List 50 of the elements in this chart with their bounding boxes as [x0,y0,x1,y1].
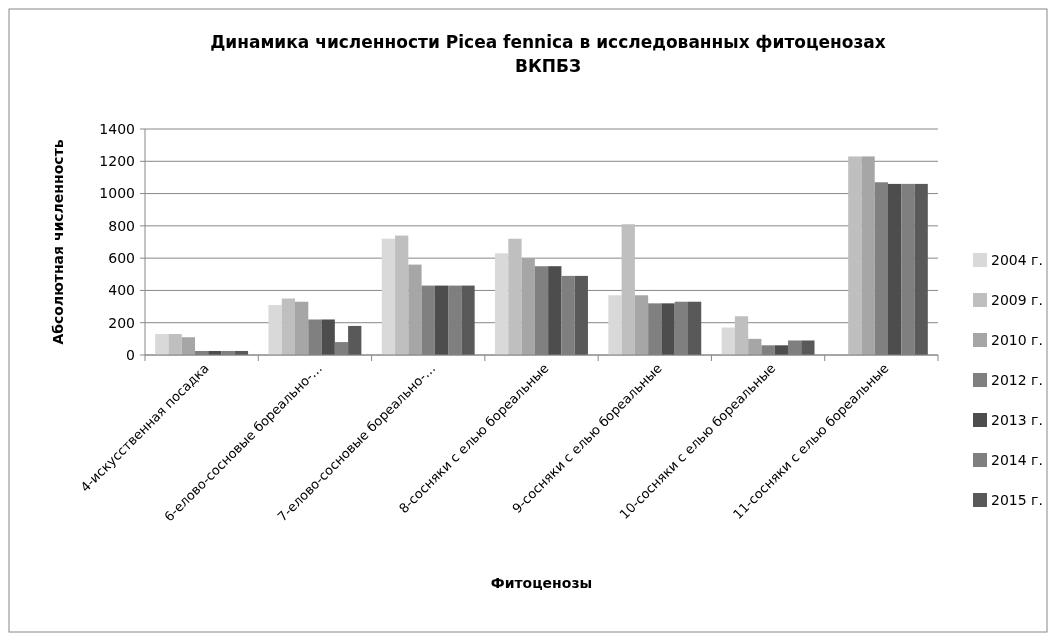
bar [861,156,875,355]
y-tick-label: 1000 [99,185,135,202]
bar [748,338,762,355]
legend-label: 2010 г. [991,331,1043,348]
bar [495,253,509,355]
legend-label: 2013 г. [991,411,1043,428]
y-tick-label: 400 [108,282,135,299]
y-tick-label: 600 [108,250,135,267]
bar [548,266,562,355]
bar [914,183,928,355]
bar [734,316,749,355]
bar [321,319,335,355]
bar [661,303,675,355]
bar [408,264,422,355]
legend-label: 2015 г. [991,491,1043,508]
bar [395,235,409,355]
y-axis-title: Абсолютная численность [50,139,66,345]
legend-label: 2009 г. [991,291,1043,308]
legend-label: 2012 г. [991,371,1043,388]
y-tick-label: 200 [108,314,135,331]
x-axis-title: Фитоценозы [490,575,593,591]
y-tick-label: 1200 [99,153,135,170]
bar [848,156,862,355]
legend-label: 2014 г. [991,451,1043,468]
bar [281,298,296,355]
y-tick-label: 0 [126,346,135,363]
chart-title: Динамика численности Picea fennica в исследованных фитоценозах ВКПБЗ [210,32,886,76]
bar [295,301,309,355]
bar [381,238,396,355]
bar [461,285,475,355]
bar [687,301,702,355]
bar [348,325,362,355]
bar [168,334,182,355]
bar [801,340,815,355]
y-tick-label: 1400 [99,120,135,137]
bar [574,275,588,355]
bar [268,304,282,355]
legend-label: 2004 г. [991,251,1043,268]
bar [434,285,449,355]
bar [181,337,196,355]
bar [521,258,535,355]
bar [634,295,649,355]
bar [508,238,522,355]
bar [621,224,635,355]
bar [721,327,735,355]
bar [774,345,788,355]
y-tick-label: 800 [108,217,135,234]
bar [608,295,622,355]
bar [155,334,169,355]
bar [887,183,902,355]
